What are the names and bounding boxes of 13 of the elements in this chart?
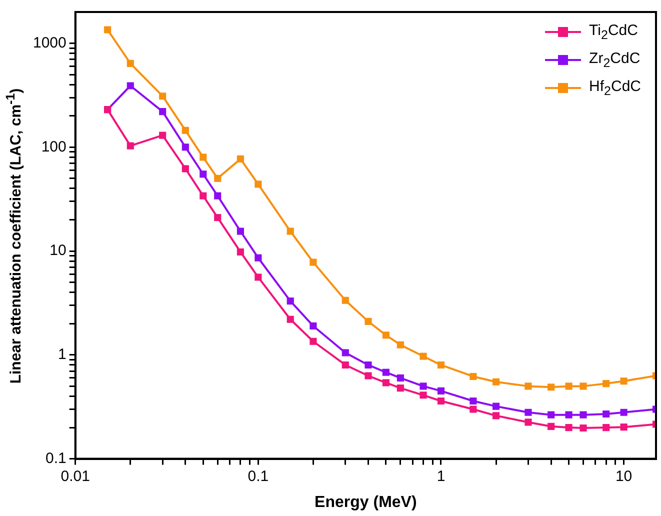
x-tick-label: 1 (436, 468, 446, 485)
x-tick-label: 0.01 (60, 468, 90, 485)
x-axis-title: Energy (MeV) (314, 494, 417, 511)
legend-label: Ti$_{2}$CdC (589, 22, 638, 42)
y-tick-label: 0.1 (46, 450, 66, 467)
y-tick-label: 10 (50, 242, 66, 260)
x-tick-label: 0.1 (248, 468, 269, 485)
x-tick-label: 10 (615, 468, 632, 485)
y-tick-label: 1000 (32, 34, 66, 52)
y-tick-label: 1 (58, 346, 66, 364)
legend-label: Hf$_{2}$CdC (589, 78, 641, 98)
y-tick-label: 100 (41, 138, 66, 156)
legend-label: Zr$_{2}$CdC (589, 50, 640, 70)
